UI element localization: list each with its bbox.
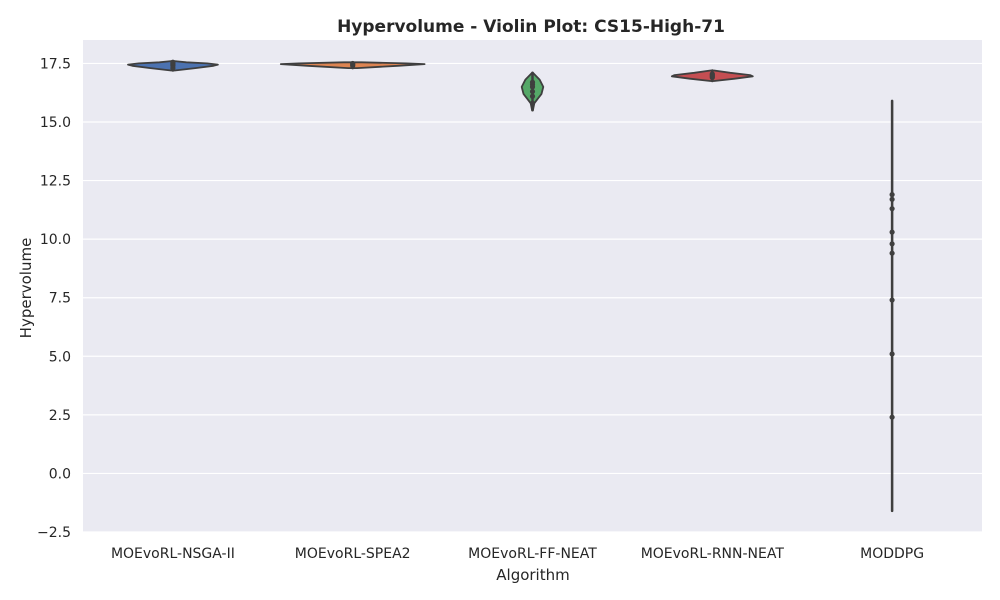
y-tick-label: 10.0: [40, 232, 71, 248]
data-point: [889, 241, 895, 247]
grid-lines: [83, 62, 982, 533]
y-tick-label: 17.5: [40, 56, 71, 72]
chart-title: Hypervolume - Violin Plot: CS15-High-71: [337, 17, 725, 37]
violin-1: [127, 59, 219, 72]
data-point: [889, 297, 895, 303]
y-tick-labels: −2.5 0.0 2.5 5.0 7.5 10.0 12.5 15.0 17.5: [37, 56, 71, 541]
x-tick-label: MODDPG: [860, 546, 924, 562]
violin-3: [520, 71, 545, 112]
violin-2: [279, 60, 426, 70]
y-tick-label: −2.5: [37, 525, 71, 541]
y-tick-label: 12.5: [40, 174, 71, 190]
y-tick-label: 15.0: [40, 115, 71, 131]
x-tick-label: MOEvoRL-SPEA2: [295, 546, 411, 562]
x-tick-label: MOEvoRL-FF-NEAT: [468, 546, 597, 562]
data-point: [170, 59, 176, 65]
y-axis-label: Hypervolume: [17, 238, 35, 339]
x-tick-label: MOEvoRL-RNN-NEAT: [641, 546, 785, 562]
data-point: [529, 79, 536, 85]
violins: [127, 59, 895, 513]
x-tick-label: MOEvoRL-NSGA-II: [111, 546, 235, 562]
data-point: [889, 196, 895, 202]
violin-4: [670, 69, 754, 83]
y-tick-label: 2.5: [49, 408, 71, 424]
data-point: [350, 60, 356, 67]
data-point: [529, 100, 536, 106]
data-point: [529, 88, 536, 95]
x-tick-labels: MOEvoRL-NSGA-II MOEvoRL-SPEA2 MOEvoRL-FF-N…: [111, 546, 924, 562]
y-tick-label: 0.0: [49, 466, 71, 482]
data-point: [709, 71, 715, 77]
data-point: [529, 93, 536, 99]
violin-5: [889, 99, 895, 513]
x-axis-label: Algorithm: [496, 566, 569, 584]
data-point: [889, 206, 895, 212]
data-point: [889, 250, 895, 256]
y-tick-label: 5.0: [49, 349, 71, 365]
data-point: [889, 192, 895, 198]
y-tick-label: 7.5: [49, 291, 71, 307]
plot-background: [83, 40, 982, 532]
data-point: [889, 414, 895, 420]
data-point: [889, 229, 895, 235]
data-point: [889, 351, 895, 357]
